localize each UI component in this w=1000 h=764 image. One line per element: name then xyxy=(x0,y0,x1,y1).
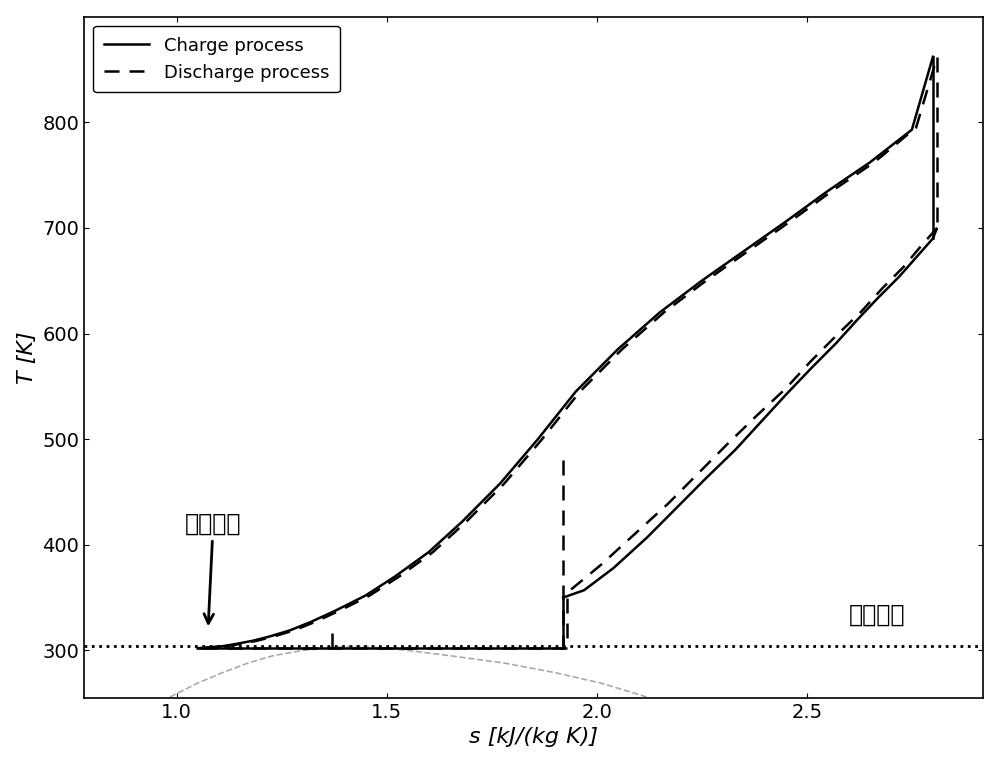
Charge process xyxy=(780,217,792,226)
Discharge process xyxy=(742,247,754,256)
Discharge process xyxy=(498,479,510,488)
Line: Discharge process: Discharge process xyxy=(202,57,937,649)
Text: 超临界态: 超临界态 xyxy=(185,512,241,623)
Charge process xyxy=(330,606,342,615)
Charge process xyxy=(360,591,372,600)
Discharge process xyxy=(250,636,262,646)
Charge process xyxy=(217,642,229,651)
Charge process xyxy=(612,345,624,354)
Discharge process xyxy=(221,642,233,651)
Charge process xyxy=(389,572,401,581)
Charge process xyxy=(229,639,241,649)
Charge process xyxy=(738,247,750,256)
Discharge process xyxy=(826,186,838,196)
Discharge process xyxy=(536,435,548,444)
Charge process xyxy=(192,644,204,653)
Charge process xyxy=(204,643,216,652)
Charge process xyxy=(284,626,296,635)
Discharge process xyxy=(364,591,376,600)
Charge process xyxy=(423,548,435,557)
Charge process xyxy=(654,308,666,317)
Discharge process xyxy=(868,158,880,167)
Charge process xyxy=(864,158,876,167)
Discharge process xyxy=(784,217,796,226)
Charge process xyxy=(456,517,468,526)
Charge process xyxy=(494,479,506,488)
Discharge process xyxy=(196,644,208,653)
Discharge process xyxy=(208,643,220,652)
Charge process xyxy=(927,52,939,61)
Charge process xyxy=(570,387,582,397)
Discharge process xyxy=(460,517,472,526)
Legend: Charge process, Discharge process: Charge process, Discharge process xyxy=(93,26,340,92)
Discharge process xyxy=(658,308,670,317)
Discharge process xyxy=(288,626,300,635)
X-axis label: s [kJ/(kg K)]: s [kJ/(kg K)] xyxy=(469,727,598,747)
Discharge process xyxy=(234,639,246,649)
Discharge process xyxy=(910,123,922,132)
Charge process xyxy=(305,617,317,626)
Discharge process xyxy=(700,276,712,285)
Discharge process xyxy=(267,632,279,641)
Discharge process xyxy=(427,548,439,557)
Discharge process xyxy=(574,387,586,397)
Discharge process xyxy=(309,617,321,626)
Y-axis label: T [K]: T [K] xyxy=(17,331,37,384)
Line: Charge process: Charge process xyxy=(198,57,933,649)
Discharge process xyxy=(931,52,943,61)
Discharge process xyxy=(616,345,628,354)
Charge process xyxy=(822,186,834,196)
Charge process xyxy=(696,276,708,285)
Discharge process xyxy=(393,572,405,581)
Charge process xyxy=(532,435,544,444)
Text: 临界温度: 临界温度 xyxy=(849,603,905,627)
Charge process xyxy=(246,636,258,646)
Charge process xyxy=(906,125,918,134)
Charge process xyxy=(263,632,275,641)
Discharge process xyxy=(334,606,346,615)
